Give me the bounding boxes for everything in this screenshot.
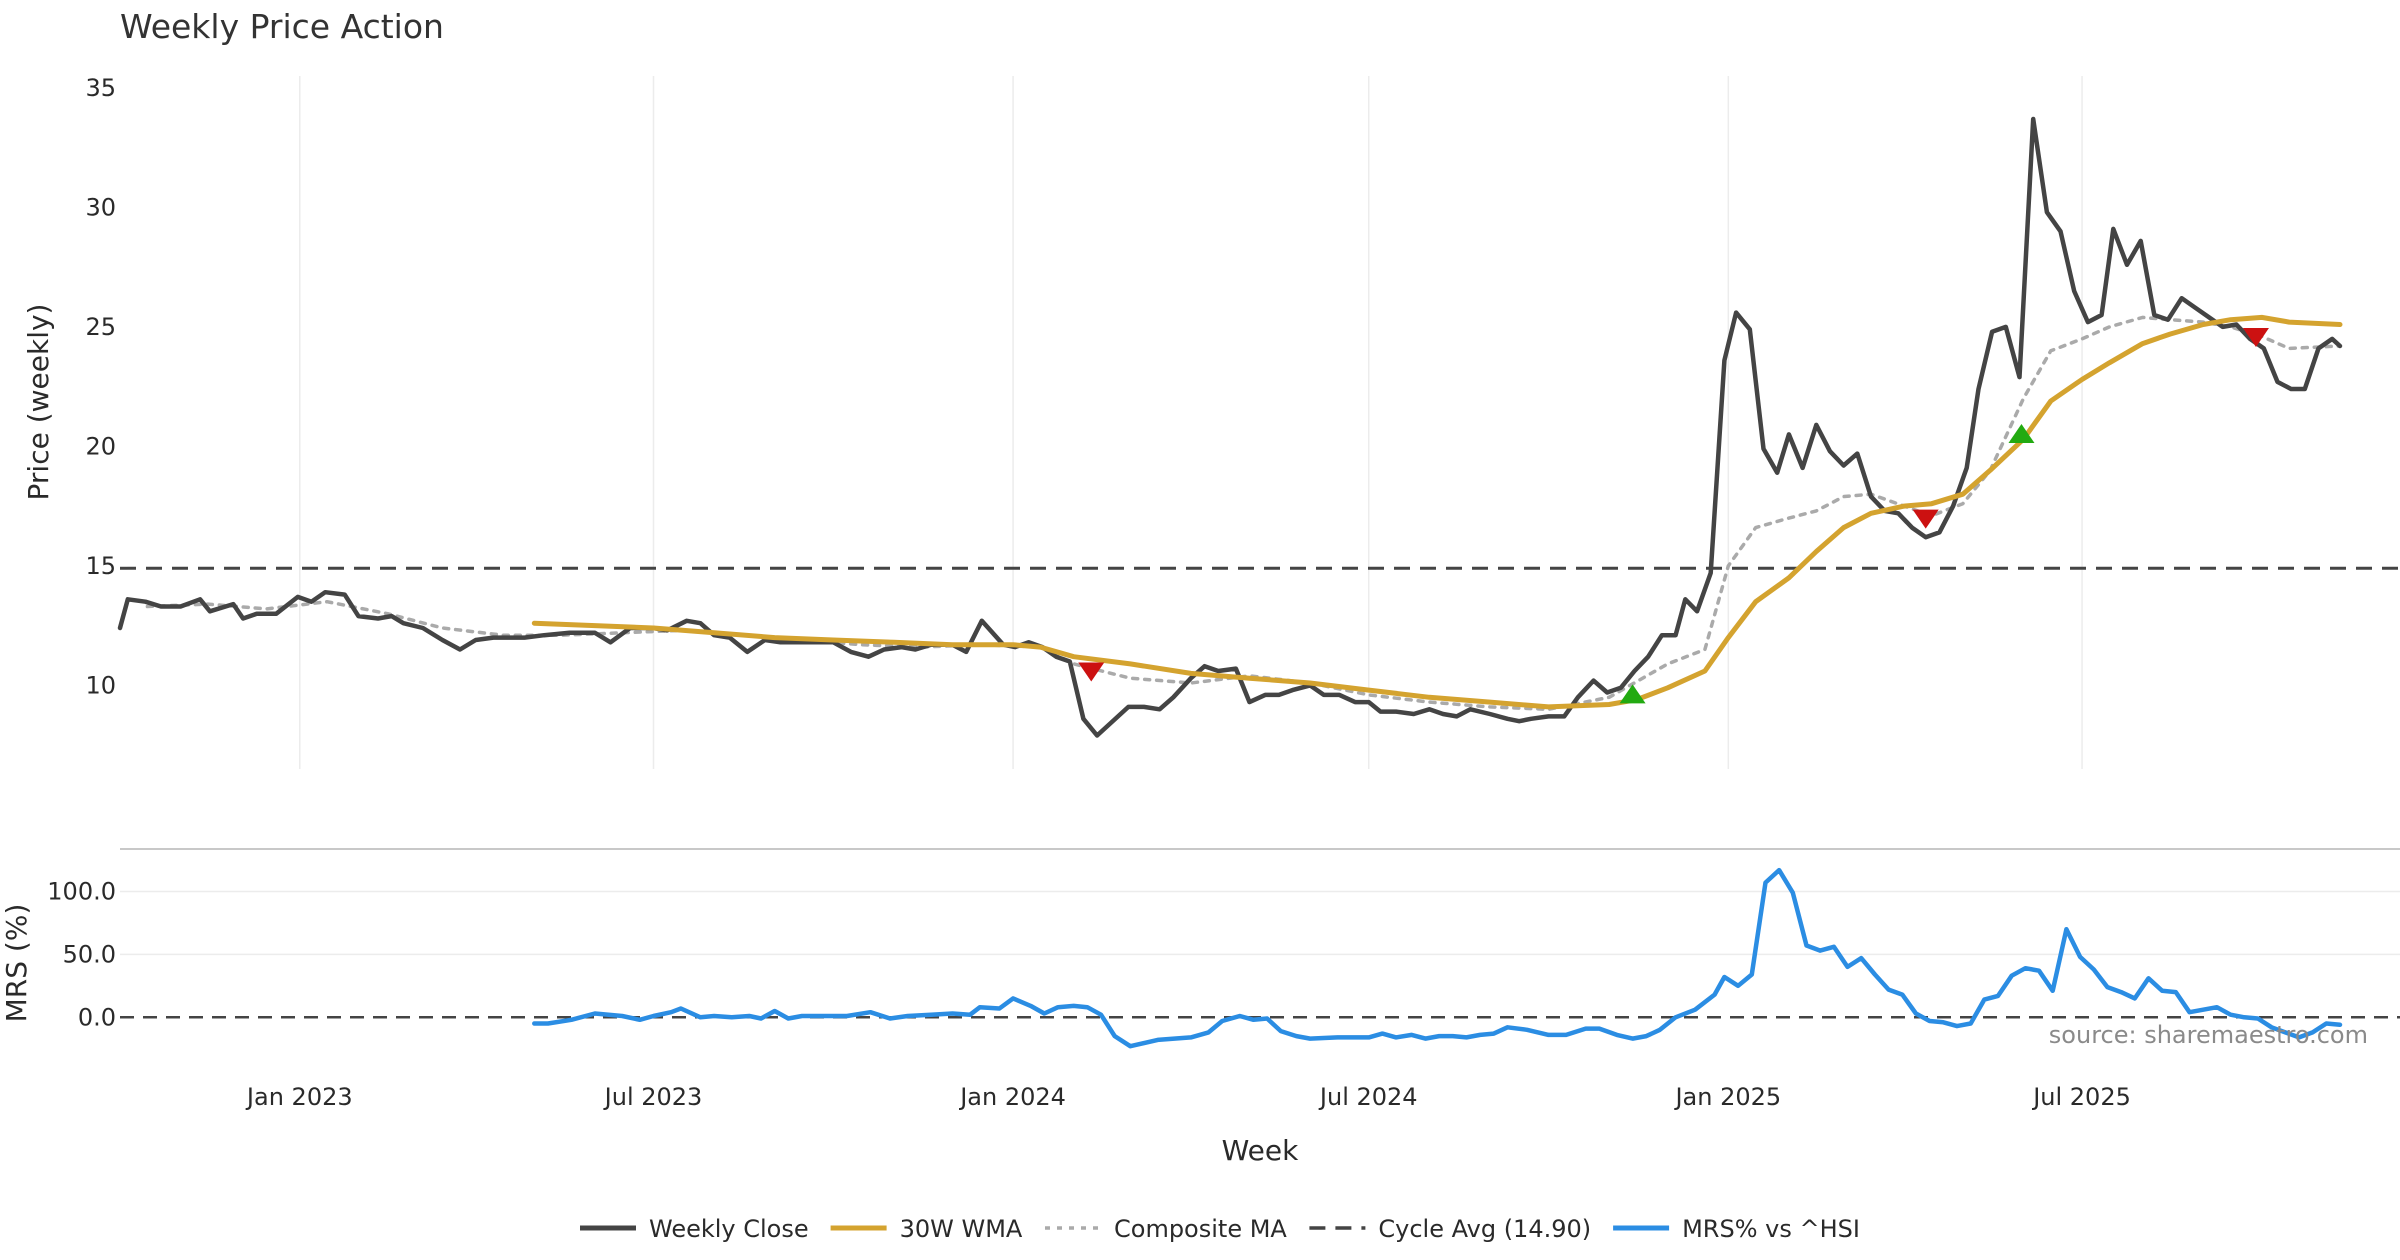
x-axis-ticks: Jan 2023 Jul 2023 Jan 2024 Jul 2024 Jan 2025… — [245, 1083, 2131, 1111]
chart-legend: Weekly Close 30W WMA Composite MA Cycle Avg… — [580, 1215, 1860, 1243]
series-mrs — [532, 867, 2343, 1049]
legend-item-cycle-avg-14-90: Cycle Avg (14.90) — [1309, 1215, 1591, 1243]
marker-sell-0 — [1078, 662, 1105, 682]
price-ytick-30: 30 — [85, 193, 116, 221]
price-y-axis-label: Price (weekly) — [22, 304, 55, 501]
price-ytick-10: 10 — [85, 671, 116, 699]
mrs-ytick-0: 0.0 — [78, 1003, 116, 1031]
x-tick-5: Jul 2025 — [2031, 1083, 2131, 1111]
legend-item-composite-ma: Composite MA — [1045, 1215, 1287, 1243]
marker-buy-1 — [1619, 684, 1646, 704]
x-tick-1: Jul 2023 — [603, 1083, 703, 1111]
legend-item-weekly-close: Weekly Close — [580, 1215, 809, 1243]
price-y-ticks: 10 15 20 25 30 35 — [85, 74, 116, 699]
legend-label-0: Weekly Close — [649, 1215, 809, 1243]
mrs-y-ticks: 0.0 50.0 100.0 — [47, 877, 116, 1031]
price-ytick-20: 20 — [85, 432, 116, 460]
mrs-ytick-50: 50.0 — [63, 940, 116, 968]
source-annotation: source: sharemaestro.com — [2049, 1021, 2368, 1049]
chart-title: Weekly Price Action — [120, 7, 444, 46]
legend-item-mrs-vs-hsi: MRS% vs ^HSI — [1613, 1215, 1860, 1243]
x-tick-3: Jul 2024 — [1318, 1083, 1418, 1111]
x-tick-4: Jan 2025 — [1673, 1083, 1781, 1111]
marker-sell-4 — [2242, 327, 2269, 347]
price-ytick-35: 35 — [85, 74, 116, 102]
price-ytick-25: 25 — [85, 313, 116, 341]
marker-buy-3 — [2008, 423, 2035, 443]
x-tick-0: Jan 2023 — [245, 1083, 353, 1111]
price-ytick-15: 15 — [85, 552, 116, 580]
mrs-gridlines — [120, 890, 2400, 956]
x-tick-2: Jan 2024 — [958, 1083, 1066, 1111]
mrs-y-axis-label: MRS (%) — [0, 904, 33, 1023]
signal-markers — [1078, 327, 2269, 704]
marker-sell-2 — [1912, 509, 1939, 529]
series-weekly-close — [117, 116, 2343, 738]
legend-label-3: Cycle Avg (14.90) — [1378, 1215, 1591, 1243]
price-series — [117, 116, 2343, 738]
mrs-series — [532, 867, 2343, 1049]
price-gridlines — [299, 76, 2083, 769]
legend-label-4: MRS% vs ^HSI — [1682, 1215, 1860, 1243]
series-composite-ma — [145, 315, 2342, 712]
legend-item-30w-wma: 30W WMA — [830, 1215, 1023, 1243]
mrs-ytick-100: 100.0 — [47, 877, 116, 905]
legend-label-2: Composite MA — [1114, 1215, 1287, 1243]
legend-label-1: 30W WMA — [900, 1215, 1023, 1243]
x-axis-label: Week — [1222, 1134, 1299, 1167]
series-30w-wma — [531, 314, 2343, 710]
